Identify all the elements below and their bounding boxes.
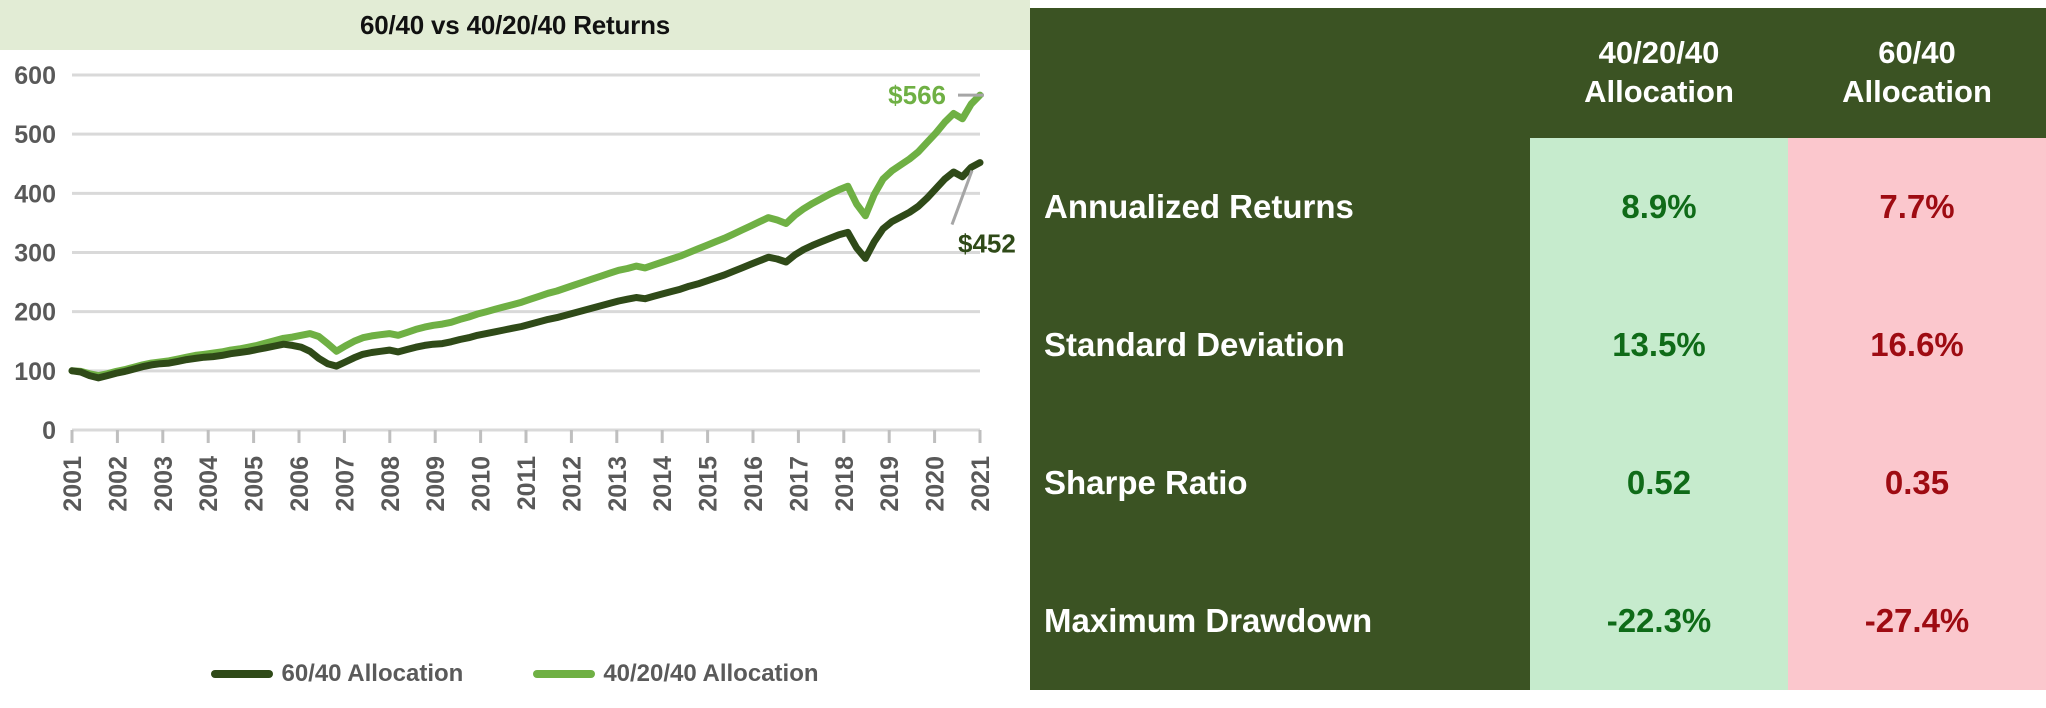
table-cell-6040: -27.4% bbox=[1788, 552, 2046, 690]
table-header-402040-line1: 40/20/40 bbox=[1598, 35, 1720, 71]
legend-swatch-402040 bbox=[533, 670, 596, 678]
svg-text:2008: 2008 bbox=[377, 456, 405, 512]
table-header-6040-line1: 60/40 bbox=[1878, 35, 1956, 71]
table-header-6040: 60/40 Allocation bbox=[1788, 8, 2046, 138]
svg-text:2010: 2010 bbox=[468, 456, 496, 512]
legend-item-402040[interactable]: 40/20/40 Allocation bbox=[533, 660, 819, 688]
x-axis-ticks bbox=[70, 428, 982, 443]
svg-text:2005: 2005 bbox=[241, 456, 269, 512]
table-row-label: Sharpe Ratio bbox=[1030, 414, 1530, 552]
svg-text:$566: $566 bbox=[888, 80, 946, 110]
legend-label-402040: 40/20/40 Allocation bbox=[603, 660, 819, 687]
table-cell-402040: 8.9% bbox=[1530, 138, 1788, 276]
chart-title-band bbox=[0, 0, 1030, 50]
svg-text:2019: 2019 bbox=[876, 456, 904, 512]
svg-text:2015: 2015 bbox=[695, 456, 723, 512]
table-cell-6040: 16.6% bbox=[1788, 276, 2046, 414]
legend-swatch-6040 bbox=[211, 670, 274, 678]
chart-legend: 60/40 Allocation 40/20/40 Allocation bbox=[0, 648, 1030, 700]
table-cell-6040: 7.7% bbox=[1788, 138, 2046, 276]
table-cell-402040: 0.52 bbox=[1530, 414, 1788, 552]
chart-plot-area: 0 100 200 300 400 500 600 2001 2002 2003 2004 2005… bbox=[0, 50, 1030, 650]
table-row-label: Standard Deviation bbox=[1030, 276, 1530, 414]
svg-text:400: 400 bbox=[14, 180, 56, 208]
chart-panel: 60/40 vs 40/20/40 Returns 0 100 200 300 400 5… bbox=[0, 0, 1030, 700]
end-label-leader-lines bbox=[950, 93, 984, 226]
svg-text:2016: 2016 bbox=[740, 456, 768, 512]
y-axis-tick-labels: 0 100 200 300 400 500 600 bbox=[14, 62, 56, 445]
table-cell-402040: -22.3% bbox=[1530, 552, 1788, 690]
svg-text:2006: 2006 bbox=[286, 456, 314, 512]
svg-text:500: 500 bbox=[14, 121, 56, 149]
svg-text:2001: 2001 bbox=[59, 456, 87, 512]
table-header-corner bbox=[1030, 8, 1530, 138]
svg-text:2020: 2020 bbox=[922, 456, 950, 512]
series-lines bbox=[68, 91, 984, 382]
svg-text:2002: 2002 bbox=[104, 456, 132, 512]
table-cell-402040: 13.5% bbox=[1530, 276, 1788, 414]
svg-text:100: 100 bbox=[14, 358, 56, 386]
svg-text:$452: $452 bbox=[958, 229, 1016, 259]
svg-text:0: 0 bbox=[42, 417, 56, 445]
end-value-labels: $566 $452 bbox=[888, 80, 1016, 258]
svg-text:300: 300 bbox=[14, 240, 56, 268]
line-chart-svg: 0 100 200 300 400 500 600 2001 2002 2003 2004 2005… bbox=[14, 62, 1016, 512]
svg-text:2018: 2018 bbox=[831, 456, 859, 512]
svg-text:2011: 2011 bbox=[513, 456, 541, 510]
svg-text:2021: 2021 bbox=[967, 456, 995, 512]
table-row-label: Annualized Returns bbox=[1030, 138, 1530, 276]
svg-text:2017: 2017 bbox=[785, 456, 813, 512]
table-header-402040: 40/20/40 Allocation bbox=[1530, 8, 1788, 138]
svg-text:2014: 2014 bbox=[649, 456, 677, 512]
svg-text:2012: 2012 bbox=[558, 456, 586, 512]
legend-label-6040: 60/40 Allocation bbox=[281, 660, 464, 687]
metrics-table-panel: 40/20/40 Allocation 60/40 Allocation Ann… bbox=[1030, 0, 2046, 690]
chart-title: 60/40 vs 40/20/40 Returns bbox=[359, 9, 671, 40]
table-header-6040-line2: Allocation bbox=[1842, 74, 1992, 109]
svg-text:2009: 2009 bbox=[422, 456, 450, 512]
table-cell-6040: 0.35 bbox=[1788, 414, 2046, 552]
gridlines bbox=[72, 73, 980, 432]
svg-text:2013: 2013 bbox=[604, 456, 632, 512]
metrics-table: 40/20/40 Allocation 60/40 Allocation Ann… bbox=[1030, 8, 2046, 690]
svg-text:600: 600 bbox=[14, 62, 56, 90]
x-axis-tick-labels: 2001 2002 2003 2004 2005 2006 2007 2008 2009 2010… bbox=[59, 456, 995, 512]
svg-text:2003: 2003 bbox=[150, 456, 178, 512]
svg-text:2004: 2004 bbox=[195, 456, 223, 512]
table-row-label: Maximum Drawdown bbox=[1030, 552, 1530, 690]
legend-item-6040[interactable]: 60/40 Allocation bbox=[211, 660, 463, 688]
svg-text:2007: 2007 bbox=[331, 456, 359, 512]
svg-text:200: 200 bbox=[14, 299, 56, 327]
table-header-402040-line2: Allocation bbox=[1584, 74, 1734, 109]
